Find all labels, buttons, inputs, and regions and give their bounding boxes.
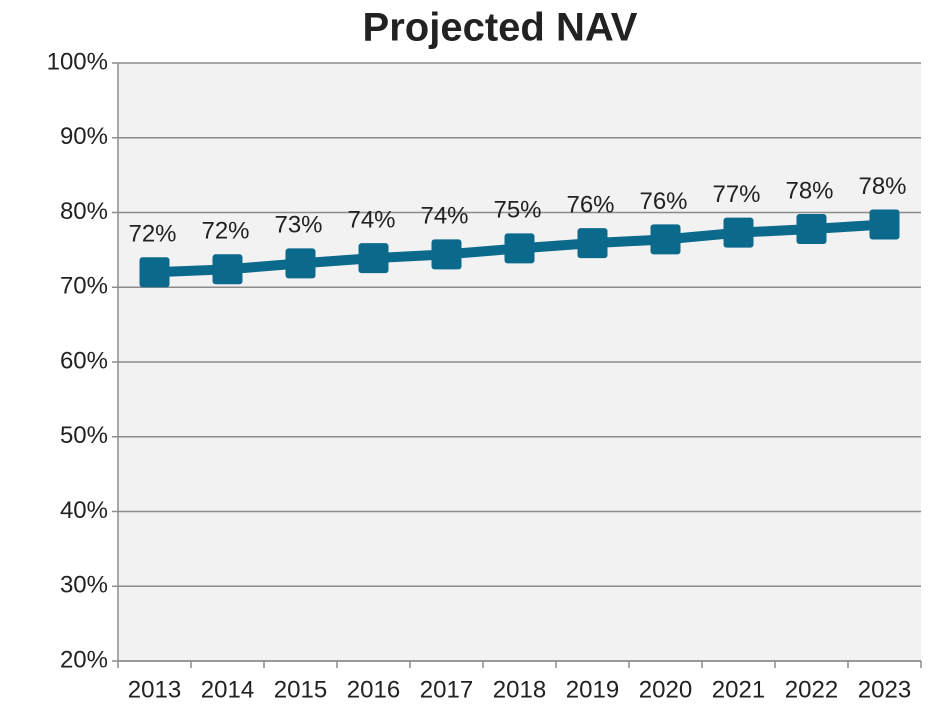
x-tick-label: 2015 — [274, 676, 327, 703]
x-tick-label: 2019 — [566, 676, 619, 703]
data-label: 76% — [639, 188, 687, 215]
marker — [796, 213, 827, 244]
y-tick-label: 80% — [60, 198, 108, 225]
marker — [869, 209, 900, 240]
data-label: 78% — [785, 177, 833, 204]
data-label: 77% — [712, 181, 760, 208]
marker — [577, 228, 608, 259]
y-tick-label: 50% — [60, 422, 108, 449]
chart-title: Projected NAV — [363, 6, 638, 50]
x-tick-label: 2022 — [785, 676, 838, 703]
x-tick-label: 2013 — [128, 676, 181, 703]
data-label: 73% — [274, 212, 322, 239]
marker — [650, 224, 681, 255]
data-label: 75% — [493, 197, 541, 224]
marker — [504, 233, 535, 264]
data-label: 72% — [128, 221, 176, 248]
y-tick-label: 70% — [60, 273, 108, 300]
x-tick-label: 2021 — [712, 676, 765, 703]
x-tick-label: 2014 — [201, 676, 254, 703]
data-label: 74% — [347, 206, 395, 233]
y-tick-label: 90% — [60, 123, 108, 150]
data-label: 78% — [858, 173, 906, 200]
marker — [212, 254, 243, 285]
y-tick-label: 20% — [60, 646, 108, 673]
marker — [723, 217, 754, 248]
y-tick-label: 30% — [60, 572, 108, 599]
y-tick-label: 60% — [60, 347, 108, 374]
data-label: 74% — [420, 203, 468, 230]
marker — [139, 257, 170, 288]
x-tick-label: 2018 — [493, 676, 546, 703]
x-tick-label: 2017 — [420, 676, 473, 703]
x-tick-label: 2016 — [347, 676, 400, 703]
y-tick-label: 40% — [60, 497, 108, 524]
x-tick-label: 2020 — [639, 676, 692, 703]
data-label: 76% — [566, 191, 614, 218]
marker — [358, 243, 389, 274]
data-label: 72% — [201, 218, 249, 245]
x-tick-label: 2023 — [858, 676, 911, 703]
marker — [431, 239, 462, 270]
y-tick-label: 100% — [47, 48, 108, 75]
marker — [285, 248, 316, 279]
